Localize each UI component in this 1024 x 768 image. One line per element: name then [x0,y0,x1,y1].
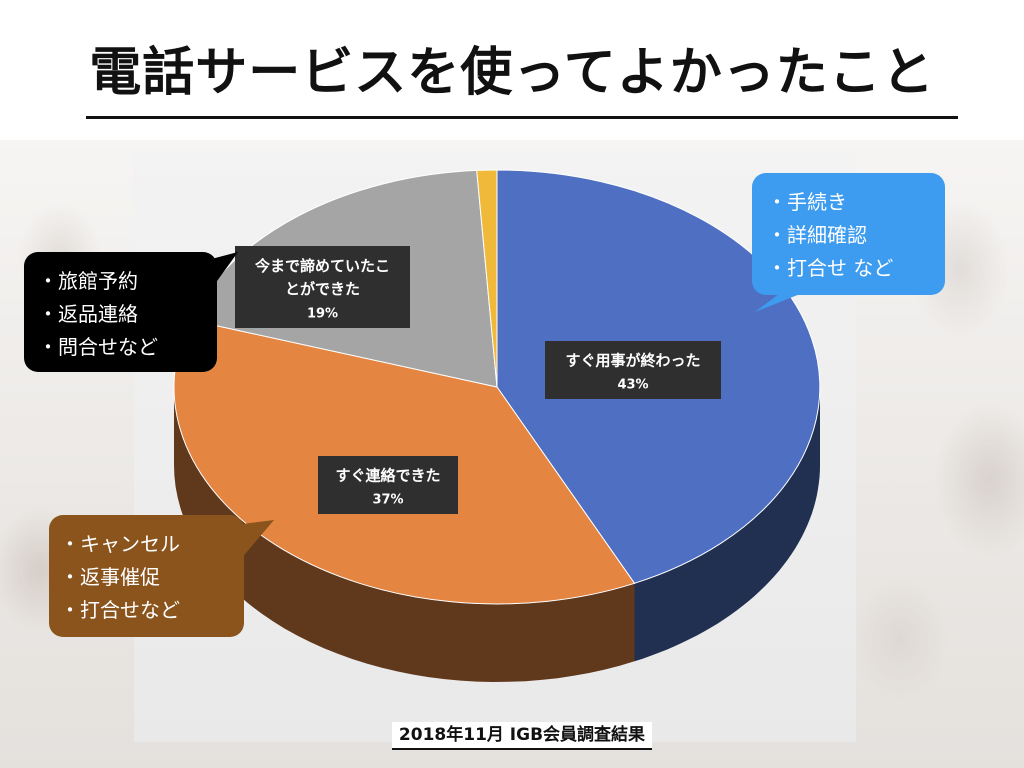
callout-box [49,515,244,637]
callout-blue: ・手続き・詳細確認・打合せ など [752,173,945,312]
data-label-1: すぐ連絡できた 37% [318,456,458,514]
callout-item: ・打合せなど [60,598,180,622]
data-label-text: すぐ連絡できた [335,467,440,485]
data-label-text: 今まで諦めていたこ [254,257,390,275]
data-label-box [318,456,458,514]
data-label-box [235,246,410,328]
data-label-percent: 37% [372,493,403,508]
slide-title: 電話サービスを使ってよかったこと [89,43,935,103]
callout-black: ・旅館予約・返品連絡・問合せなど [24,252,238,372]
pie-slice-side-0 [634,387,820,662]
data-label-box [545,341,721,399]
pie-depth-layer [174,387,820,682]
pie-slice-side-1 [174,387,635,682]
data-label-percent: 19% [307,306,338,321]
data-label-percent: 43% [617,378,648,393]
callout-item: ・旅館予約 [38,269,138,293]
callout-tail [755,290,810,312]
data-label-0: すぐ用事が終わった 43% [545,341,721,399]
callout-box [24,252,217,372]
pie-slices-layer [173,169,821,605]
title-underline [86,116,958,119]
callout-box [752,173,945,295]
source-caption: 2018年11月 IGB会員調査結果 [392,722,652,750]
data-label-text: すぐ用事が終わった [565,352,700,370]
callout-item: ・手続き [767,190,847,214]
data-label-text: とができた [285,280,360,298]
callout-item: ・返事催促 [60,565,160,589]
callout-item: ・詳細確認 [767,223,867,247]
callout-item: ・返品連絡 [38,302,138,326]
pie-slice-3 [476,169,498,388]
callout-brown: ・キャンセル・返事催促・打合せなど [49,515,274,637]
callout-item: ・打合せ など [767,256,893,280]
callouts-layer: ・手続き・詳細確認・打合せ など・旅館予約・返品連絡・問合せなど・キャンセル・返… [24,173,945,637]
callout-item: ・問合せなど [38,335,158,359]
callout-item: ・キャンセル [60,532,180,556]
